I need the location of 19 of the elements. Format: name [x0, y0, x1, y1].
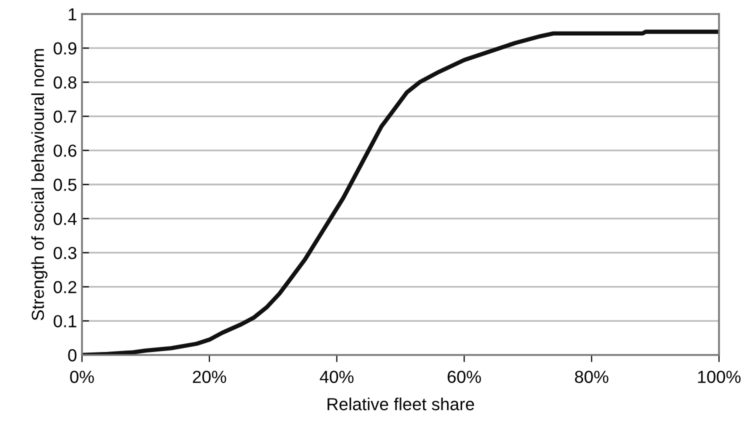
y-tick-label: 0.3 — [54, 246, 76, 260]
x-tick-label: 20% — [192, 370, 226, 384]
y-axis-title: Strength of social behavioural norm — [31, 49, 48, 320]
y-tick-label: 0.5 — [54, 178, 76, 191]
y-tick-label: 0 — [68, 349, 76, 362]
y-tick-label: 0.9 — [54, 42, 76, 55]
y-tick-label: 1 — [68, 8, 76, 20]
x-tick-label: 0% — [70, 370, 94, 384]
x-tick-label: 60% — [448, 370, 481, 384]
y-tick-label: 0.2 — [54, 280, 76, 294]
x-tick-label: 80% — [574, 370, 608, 384]
y-tick-label: 0.4 — [54, 212, 77, 226]
y-tick-label: 0.1 — [54, 315, 76, 328]
x-tick-label: 40% — [320, 370, 354, 384]
y-tick-label: 0.6 — [54, 144, 76, 157]
y-tick-label: 0.7 — [54, 110, 76, 123]
x-axis-title: Relative fleet share — [328, 398, 474, 410]
x-tick-label: 100% — [698, 370, 741, 384]
y-tick-label: 0.8 — [54, 76, 76, 89]
